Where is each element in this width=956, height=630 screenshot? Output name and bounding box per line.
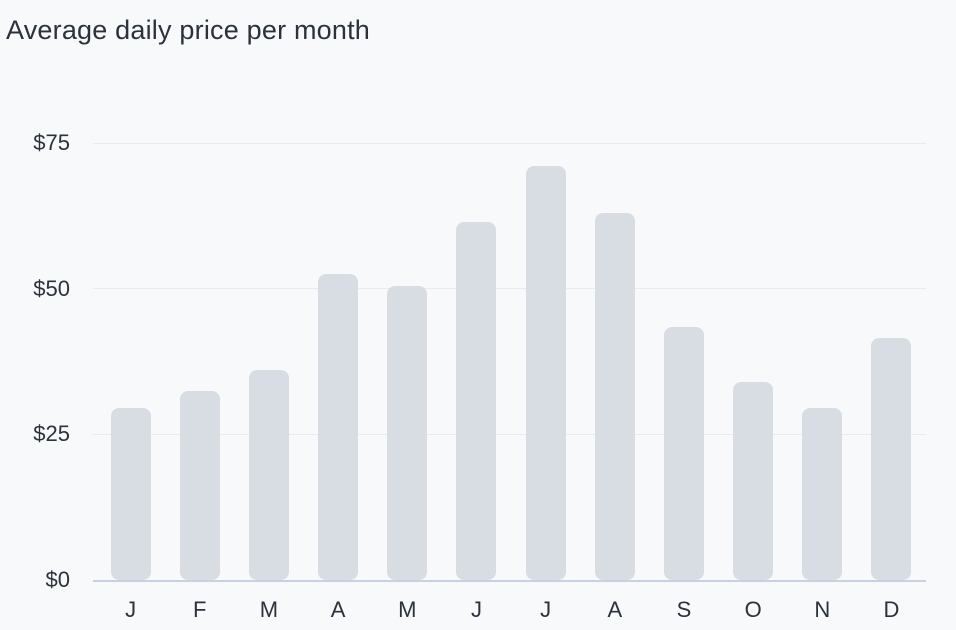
x-tick-label: A <box>330 597 346 622</box>
bar-slot <box>857 143 926 580</box>
bar-M-5 <box>387 285 428 580</box>
bar-slot <box>580 143 649 580</box>
bar-slot <box>442 143 511 580</box>
x-tick-label: M <box>259 597 279 622</box>
plot-area <box>96 143 926 580</box>
bar-slot <box>234 143 303 580</box>
bar-slot <box>373 143 442 580</box>
bar-A-8 <box>594 212 635 580</box>
bar-slot <box>788 143 857 580</box>
bar-M-3 <box>248 370 289 580</box>
gridline <box>93 288 926 290</box>
x-tick-label: N <box>814 597 831 622</box>
bar-slot <box>304 143 373 580</box>
y-tick-label: $25 <box>33 421 70 447</box>
x-tick-label: D <box>883 597 900 622</box>
bar-slot <box>165 143 234 580</box>
bar-A-4 <box>318 274 359 580</box>
bar-slot <box>649 143 718 580</box>
x-tick-label: J <box>470 597 482 622</box>
x-tick-label: J <box>125 597 137 622</box>
x-tick-label: M <box>398 597 417 622</box>
gridline <box>93 433 926 435</box>
bar-J-6 <box>456 221 497 580</box>
bar-S-9 <box>663 326 704 580</box>
bar-O-10 <box>733 381 774 580</box>
y-tick-label: $0 <box>45 567 70 592</box>
bar-F-2 <box>179 390 220 580</box>
chart-title: Average daily price per month <box>6 15 370 45</box>
x-axis-line <box>93 580 926 582</box>
x-tick-label: A <box>607 597 623 622</box>
bar-slot <box>719 143 788 580</box>
x-tick-label: F <box>193 597 207 622</box>
x-tick-label: J <box>540 597 552 622</box>
y-tick-label: $75 <box>33 130 70 155</box>
gridline <box>93 142 926 144</box>
bar-J-1 <box>110 408 151 580</box>
x-tick-label: S <box>676 597 692 622</box>
y-tick-label: $50 <box>33 275 70 301</box>
bar-N-11 <box>802 408 843 580</box>
bar-J-7 <box>525 166 566 580</box>
bar-D-12 <box>871 338 912 580</box>
x-tick-label: O <box>744 597 762 622</box>
bar-slot <box>96 143 165 580</box>
bar-slot <box>511 143 580 580</box>
